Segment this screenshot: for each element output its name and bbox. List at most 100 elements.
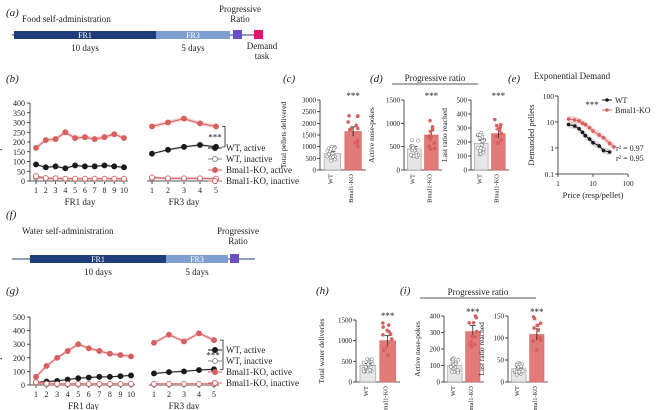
plot-c-dot [356, 114, 360, 118]
plot-g-x-tick-label: 7 [97, 390, 101, 399]
plot-g-x-tick-label: 3 [55, 390, 59, 399]
plot-g-band-fr1-2 [36, 342, 131, 379]
plot-g-point [33, 379, 39, 386]
plot-g-point [106, 350, 113, 357]
timeline-a: Food self-administration FR1 FR3 10 days… [12, 4, 278, 61]
plot-d1-dot [428, 129, 433, 134]
plot-b-point [91, 175, 98, 182]
timeline-a-pr-line2: Ratio [230, 14, 250, 24]
plot-b-y-tick-label: 300 [13, 119, 25, 128]
plot-i2-dot [517, 369, 522, 374]
plot-c-dot [349, 127, 354, 132]
plot-e-point [587, 137, 592, 141]
plot-i1-sig-stars: *** [466, 307, 480, 317]
plot-e-y-label: Demanded pellets [526, 104, 536, 165]
plot-d2-sig-stars: *** [492, 91, 506, 101]
plot-d2-y-label: Last ratio reached [440, 108, 449, 162]
plot-d2-y-tick-label: 300 [457, 125, 468, 133]
plot-e-point [583, 133, 588, 138]
plot-d2-dot [481, 147, 486, 152]
plot-h-dot [380, 321, 385, 325]
plot-g-point [64, 380, 71, 387]
plot-c-dot [355, 126, 360, 131]
timeline-f-title: Water self-administration [22, 226, 114, 236]
plot-b-legend-marker [212, 167, 218, 173]
plot-d2-dot [478, 133, 483, 137]
plot-b-y-tick-label: 0 [21, 177, 25, 186]
plot-c-dot [347, 114, 351, 118]
plot-e-point [612, 145, 616, 149]
plot-b-x-tick-label: 5 [73, 186, 77, 195]
plot-b-point [81, 175, 88, 182]
plot-c-dot [354, 123, 359, 128]
plot-b-point [101, 175, 108, 182]
plot-b-point [197, 141, 203, 148]
plot-e-point [572, 118, 577, 122]
plot-e-point [566, 122, 571, 127]
plot-i2-y-tick-label: 150 [494, 313, 505, 321]
plot-d1-dot [428, 118, 432, 123]
plot-c-dot [327, 152, 331, 157]
plot-b-x-tick-label: 7 [93, 186, 97, 195]
plot-e-sig-stars: *** [585, 100, 599, 110]
panel-label-b: (b) [6, 73, 19, 85]
plot-e-y-tick-label: 0.1 [545, 170, 555, 179]
plot-i1-x-tick-label: WT [450, 386, 457, 396]
plot-c-y-tick-label: 2500 [302, 108, 317, 116]
plot-h-dot [389, 337, 394, 341]
plot-b-point [165, 146, 171, 153]
plot-g-y-tick-label: 100 [13, 367, 25, 376]
plot-i2-x-tick-label: WT [514, 386, 521, 396]
plot-i2-dot [536, 328, 541, 333]
plot-b-y-tick-label: 400 [13, 99, 25, 108]
plot-b-y-label: nose-pokes / 2h [0, 113, 2, 170]
plot-b-y-tick-label: 50 [17, 167, 25, 176]
plot-g-x-tick-label: 1 [152, 390, 156, 399]
timeline-f: Water self-administration FR1 FR3 10 day… [12, 226, 259, 277]
plot-h-sig-stars: *** [381, 311, 395, 321]
plot-e-point [566, 117, 571, 121]
plot-i1-y-tick-label: 0 [437, 379, 441, 387]
plot-d1-dot [411, 146, 415, 150]
timeline-f-fr3-label: FR3 [190, 255, 204, 264]
plot-g-point [96, 348, 103, 354]
plot-b-point [72, 175, 79, 182]
plot-b-point [213, 123, 219, 130]
plot-i1-dot [449, 365, 453, 369]
plot-g-y-label: nose-pokes / 1h [0, 322, 2, 379]
plot-b-sig-bracket [222, 126, 226, 148]
plot-d1-x-tick-label: WT [409, 174, 416, 184]
plot-c-dot [328, 147, 333, 152]
plot-c-y-tick-label: 500 [306, 155, 317, 163]
plot-c-dot [346, 120, 350, 124]
plot-g-point [96, 373, 103, 380]
plot-i1-dot [474, 329, 479, 334]
plot-b-point [149, 123, 155, 130]
plot-g-point [196, 367, 202, 373]
plot-g-legend-marker [212, 358, 218, 364]
plot-d2-dot [495, 140, 500, 145]
plot-g-point [211, 337, 217, 344]
timeline-f-pr-marker [230, 254, 239, 263]
plot-c-y-tick-label: 1500 [302, 132, 317, 140]
timeline-a-fr1-days: 10 days [71, 43, 99, 53]
plot-d1-dot [410, 138, 414, 143]
plot-d2-dot [499, 138, 504, 142]
plot-d2-y-tick-label: 0 [464, 167, 468, 175]
plot-c-y-label: Total pellets delivered [279, 101, 288, 168]
plot-g-point [96, 380, 103, 387]
plot-e-x-tick-label: 100 [622, 179, 634, 188]
plot-b-x-tick-label: 8 [102, 186, 106, 195]
plot-b-fr3-xlabel: FR3 day [169, 197, 200, 207]
plot-c-dot [329, 158, 334, 163]
timeline-f-fr3-segment [166, 255, 228, 263]
plot-g-legend-label: Bmal1-KO, active [226, 367, 292, 377]
plot-e-point [580, 121, 585, 125]
plot-g-x-tick-label: 9 [118, 390, 122, 399]
plot-b-y-tick-label: 250 [13, 128, 25, 137]
plot-g-point [117, 373, 124, 380]
plot-i1-dot [469, 344, 474, 349]
timeline-a-title: Food self-administration [22, 14, 111, 24]
plot-b-legend-label: Bmal1-KO, inactive [226, 176, 299, 186]
